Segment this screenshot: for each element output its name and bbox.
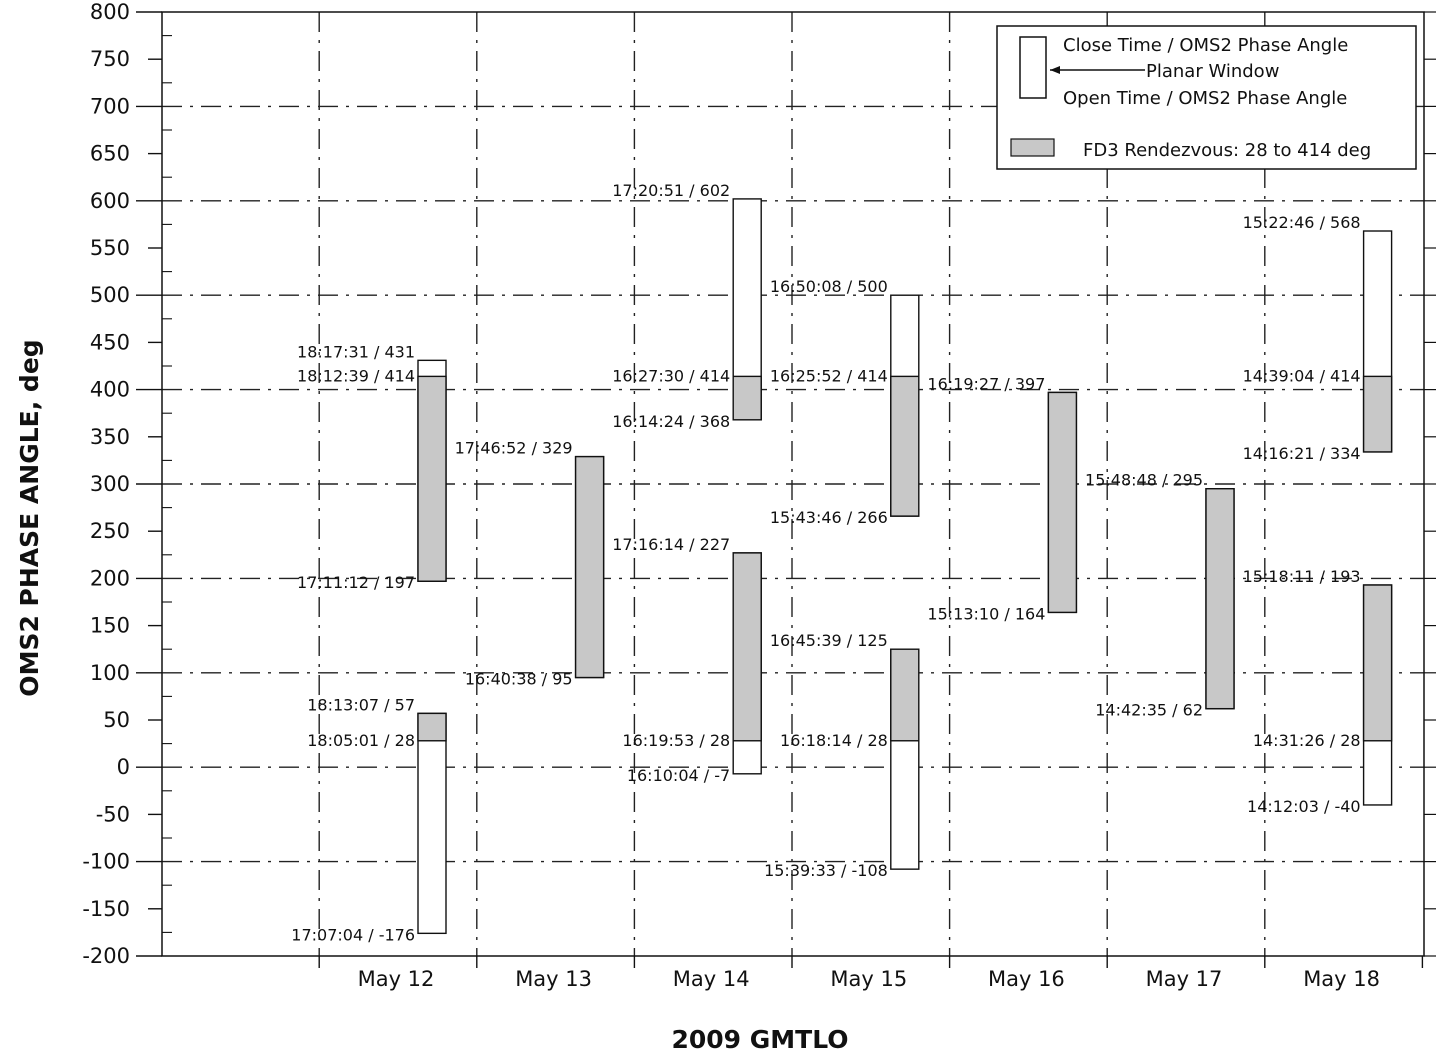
window-time-label: 18:17:31 / 431 (297, 342, 415, 361)
window-time-label: 16:18:14 / 28 (780, 731, 888, 750)
rendezvous-segment (1205, 488, 1235, 710)
x-tick-label: May 16 (988, 967, 1065, 991)
y-tick-label: -50 (96, 802, 130, 826)
rendezvous-segment (1362, 375, 1393, 453)
rendezvous-segment (417, 712, 447, 742)
planar-window-bar (417, 712, 447, 935)
rendezvous-segment (417, 375, 447, 582)
x-tick-label: May 13 (515, 967, 592, 991)
y-axis-ticks: 8007507006506005505004504003503002502001… (82, 0, 1436, 968)
x-tick-label: May 12 (358, 967, 435, 991)
y-tick-label: 550 (90, 236, 130, 260)
y-tick-label: 100 (90, 661, 130, 685)
rendezvous-segment (890, 375, 920, 517)
planar-windows (417, 198, 1393, 935)
window-time-label: 16:10:04 / -7 (627, 766, 730, 785)
y-tick-label: 450 (90, 330, 130, 354)
window-time-label: 17:46:52 / 329 (455, 439, 573, 458)
window-time-label: 18:12:39 / 414 (297, 366, 415, 385)
y-tick-label: 300 (90, 472, 130, 496)
window-time-label: 15:18:11 / 193 (1243, 567, 1361, 586)
window-labels: 18:17:31 / 431 18:12:39 / 414 17:11:12 / 1… (291, 181, 1360, 944)
window-time-label: 15:48:48 / 295 (1085, 471, 1203, 490)
window-time-label: 16:27:30 / 414 (612, 366, 730, 385)
window-time-label: 18:13:07 / 57 (307, 695, 415, 714)
window-time-label: 14:12:03 / -40 (1247, 797, 1361, 816)
x-tick-label: May 18 (1303, 967, 1380, 991)
y-tick-label: 400 (90, 378, 130, 402)
window-time-label: 14:39:04 / 414 (1243, 366, 1361, 385)
window-time-label: 14:42:35 / 62 (1095, 701, 1203, 720)
legend-arrowhead-icon (1050, 66, 1060, 74)
y-tick-label: 700 (90, 94, 130, 118)
rendezvous-segment (1047, 391, 1078, 614)
y-tick-label: 150 (90, 614, 130, 638)
rendezvous-segment (732, 552, 762, 742)
window-time-label: 16:19:27 / 397 (927, 374, 1045, 393)
window-time-label: 17:20:51 / 602 (612, 181, 730, 200)
y-tick-label: 800 (90, 0, 130, 24)
y-tick-label: -200 (82, 944, 130, 968)
y-tick-label: 200 (90, 566, 130, 590)
y-tick-label: 250 (90, 519, 130, 543)
window-time-label: 17:11:12 / 197 (297, 573, 415, 592)
legend-window-swatch (1019, 36, 1047, 99)
y-tick-label: 0 (117, 755, 130, 779)
window-time-label: 14:16:21 / 334 (1243, 444, 1361, 463)
window-time-label: 17:07:04 / -176 (291, 925, 415, 944)
window-time-label: 16:50:08 / 500 (770, 277, 888, 296)
y-axis-title: OMS2 PHASE ANGLE, deg (15, 339, 44, 696)
legend-window-label: Planar Window (1146, 61, 1279, 82)
window-time-label: 18:05:01 / 28 (307, 731, 415, 750)
legend-open-label: Open Time / OMS2 Phase Angle (1063, 88, 1347, 109)
x-axis-ticks: May 12 May 13 May 14 May 15 May 16 May 17 May … (318, 956, 1424, 991)
rendezvous-segment (1362, 584, 1393, 742)
window-time-label: 16:19:53 / 28 (622, 731, 730, 750)
legend-rendezvous-swatch (1010, 138, 1055, 157)
rendezvous-segment (732, 375, 762, 421)
window-time-label: 15:22:46 / 568 (1243, 213, 1361, 232)
y-tick-label: 650 (90, 142, 130, 166)
legend-close-label: Close Time / OMS2 Phase Angle (1063, 35, 1348, 56)
y-tick-label: 750 (90, 47, 130, 71)
window-time-label: 17:16:14 / 227 (612, 535, 730, 554)
y-tick-label: -100 (82, 850, 130, 874)
x-axis-title: 2009 GMTLO (671, 1025, 848, 1054)
y-tick-label: 500 (90, 283, 130, 307)
legend-box (996, 25, 1417, 170)
window-time-label: 15:43:46 / 266 (770, 508, 888, 527)
window-time-label: 14:31:26 / 28 (1253, 731, 1361, 750)
x-tick-label: May 17 (1146, 967, 1223, 991)
window-time-label: 16:14:24 / 368 (612, 412, 730, 431)
window-time-label: 16:25:52 / 414 (770, 366, 888, 385)
y-tick-label: 350 (90, 425, 130, 449)
window-time-label: 16:45:39 / 125 (770, 631, 888, 650)
y-tick-label: 600 (90, 189, 130, 213)
y-tick-label: -150 (82, 897, 130, 921)
y-tick-label: 50 (103, 708, 130, 732)
window-time-label: 15:13:10 / 164 (927, 604, 1045, 623)
rendezvous-segment (890, 648, 920, 742)
x-tick-label: May 14 (673, 967, 750, 991)
legend: Close Time / OMS2 Phase Angle Planar Win… (996, 25, 1417, 170)
x-tick-label: May 15 (830, 967, 907, 991)
window-time-label: 16:40:38 / 95 (465, 670, 573, 689)
legend-rendezvous-label: FD3 Rendezvous: 28 to 414 deg (1083, 140, 1371, 161)
window-time-label: 15:39:33 / -108 (764, 861, 888, 880)
rendezvous-segment (574, 455, 605, 679)
